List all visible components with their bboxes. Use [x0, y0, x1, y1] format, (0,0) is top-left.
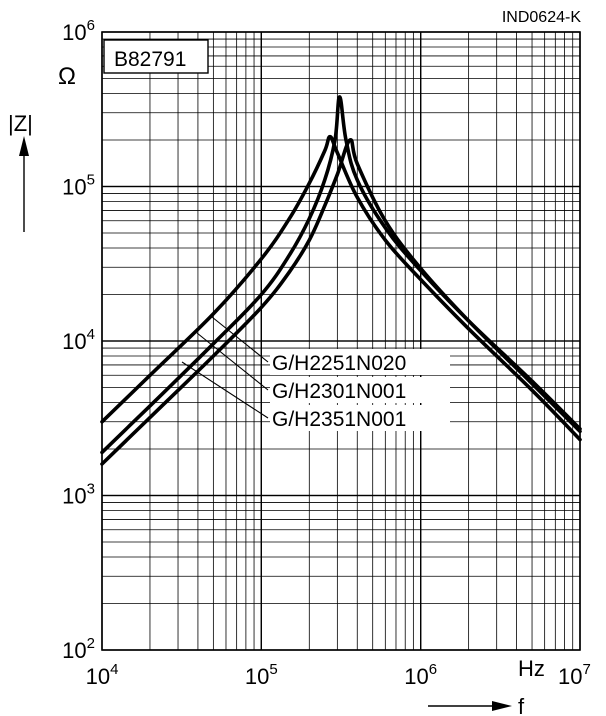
x-unit: Hz	[518, 656, 545, 681]
legend: G/H2251N020 G/H2301N001 G/H2351N001	[181, 316, 450, 431]
legend-label: G/H2251N020	[272, 352, 406, 375]
y-tick-label: 102	[62, 635, 95, 663]
y-tick-label: 105	[62, 172, 95, 200]
y-axis-label: |Z|	[8, 111, 33, 136]
y-axis-arrow	[19, 136, 29, 232]
x-tick-label: 104	[86, 661, 119, 689]
legend-leader-line	[181, 361, 269, 419]
y-tick-label: 104	[62, 326, 95, 354]
x-tick-label: 106	[404, 661, 437, 689]
y-unit: Ω	[58, 63, 76, 90]
legend-label: G/H2301N001	[272, 380, 406, 403]
series-line-g-h2251n020	[100, 134, 582, 442]
legend-label-background	[270, 349, 450, 375]
x-tick-label: 105	[245, 661, 278, 689]
x-axis-label: f	[518, 694, 525, 716]
legend-leader-line	[196, 332, 269, 391]
legend-label-background	[270, 405, 450, 431]
y-tick-label: 103	[62, 481, 95, 509]
y-tick-label: 106	[62, 17, 95, 45]
legend-leader-line	[211, 316, 269, 363]
part-number: B82791	[114, 48, 186, 71]
legend-label-background	[270, 377, 450, 403]
series-line-g-h2351n001	[100, 138, 582, 466]
plot-frame	[101, 31, 581, 651]
x-axis-arrow	[428, 701, 512, 711]
part-number-box	[103, 39, 209, 74]
legend-label: G/H2351N001	[272, 408, 406, 431]
x-tick-label: 107	[558, 661, 591, 689]
tick-labels: 104 105 106 107 102 103 104 105 106	[62, 17, 591, 689]
doc-id: IND0624-K	[502, 9, 581, 26]
